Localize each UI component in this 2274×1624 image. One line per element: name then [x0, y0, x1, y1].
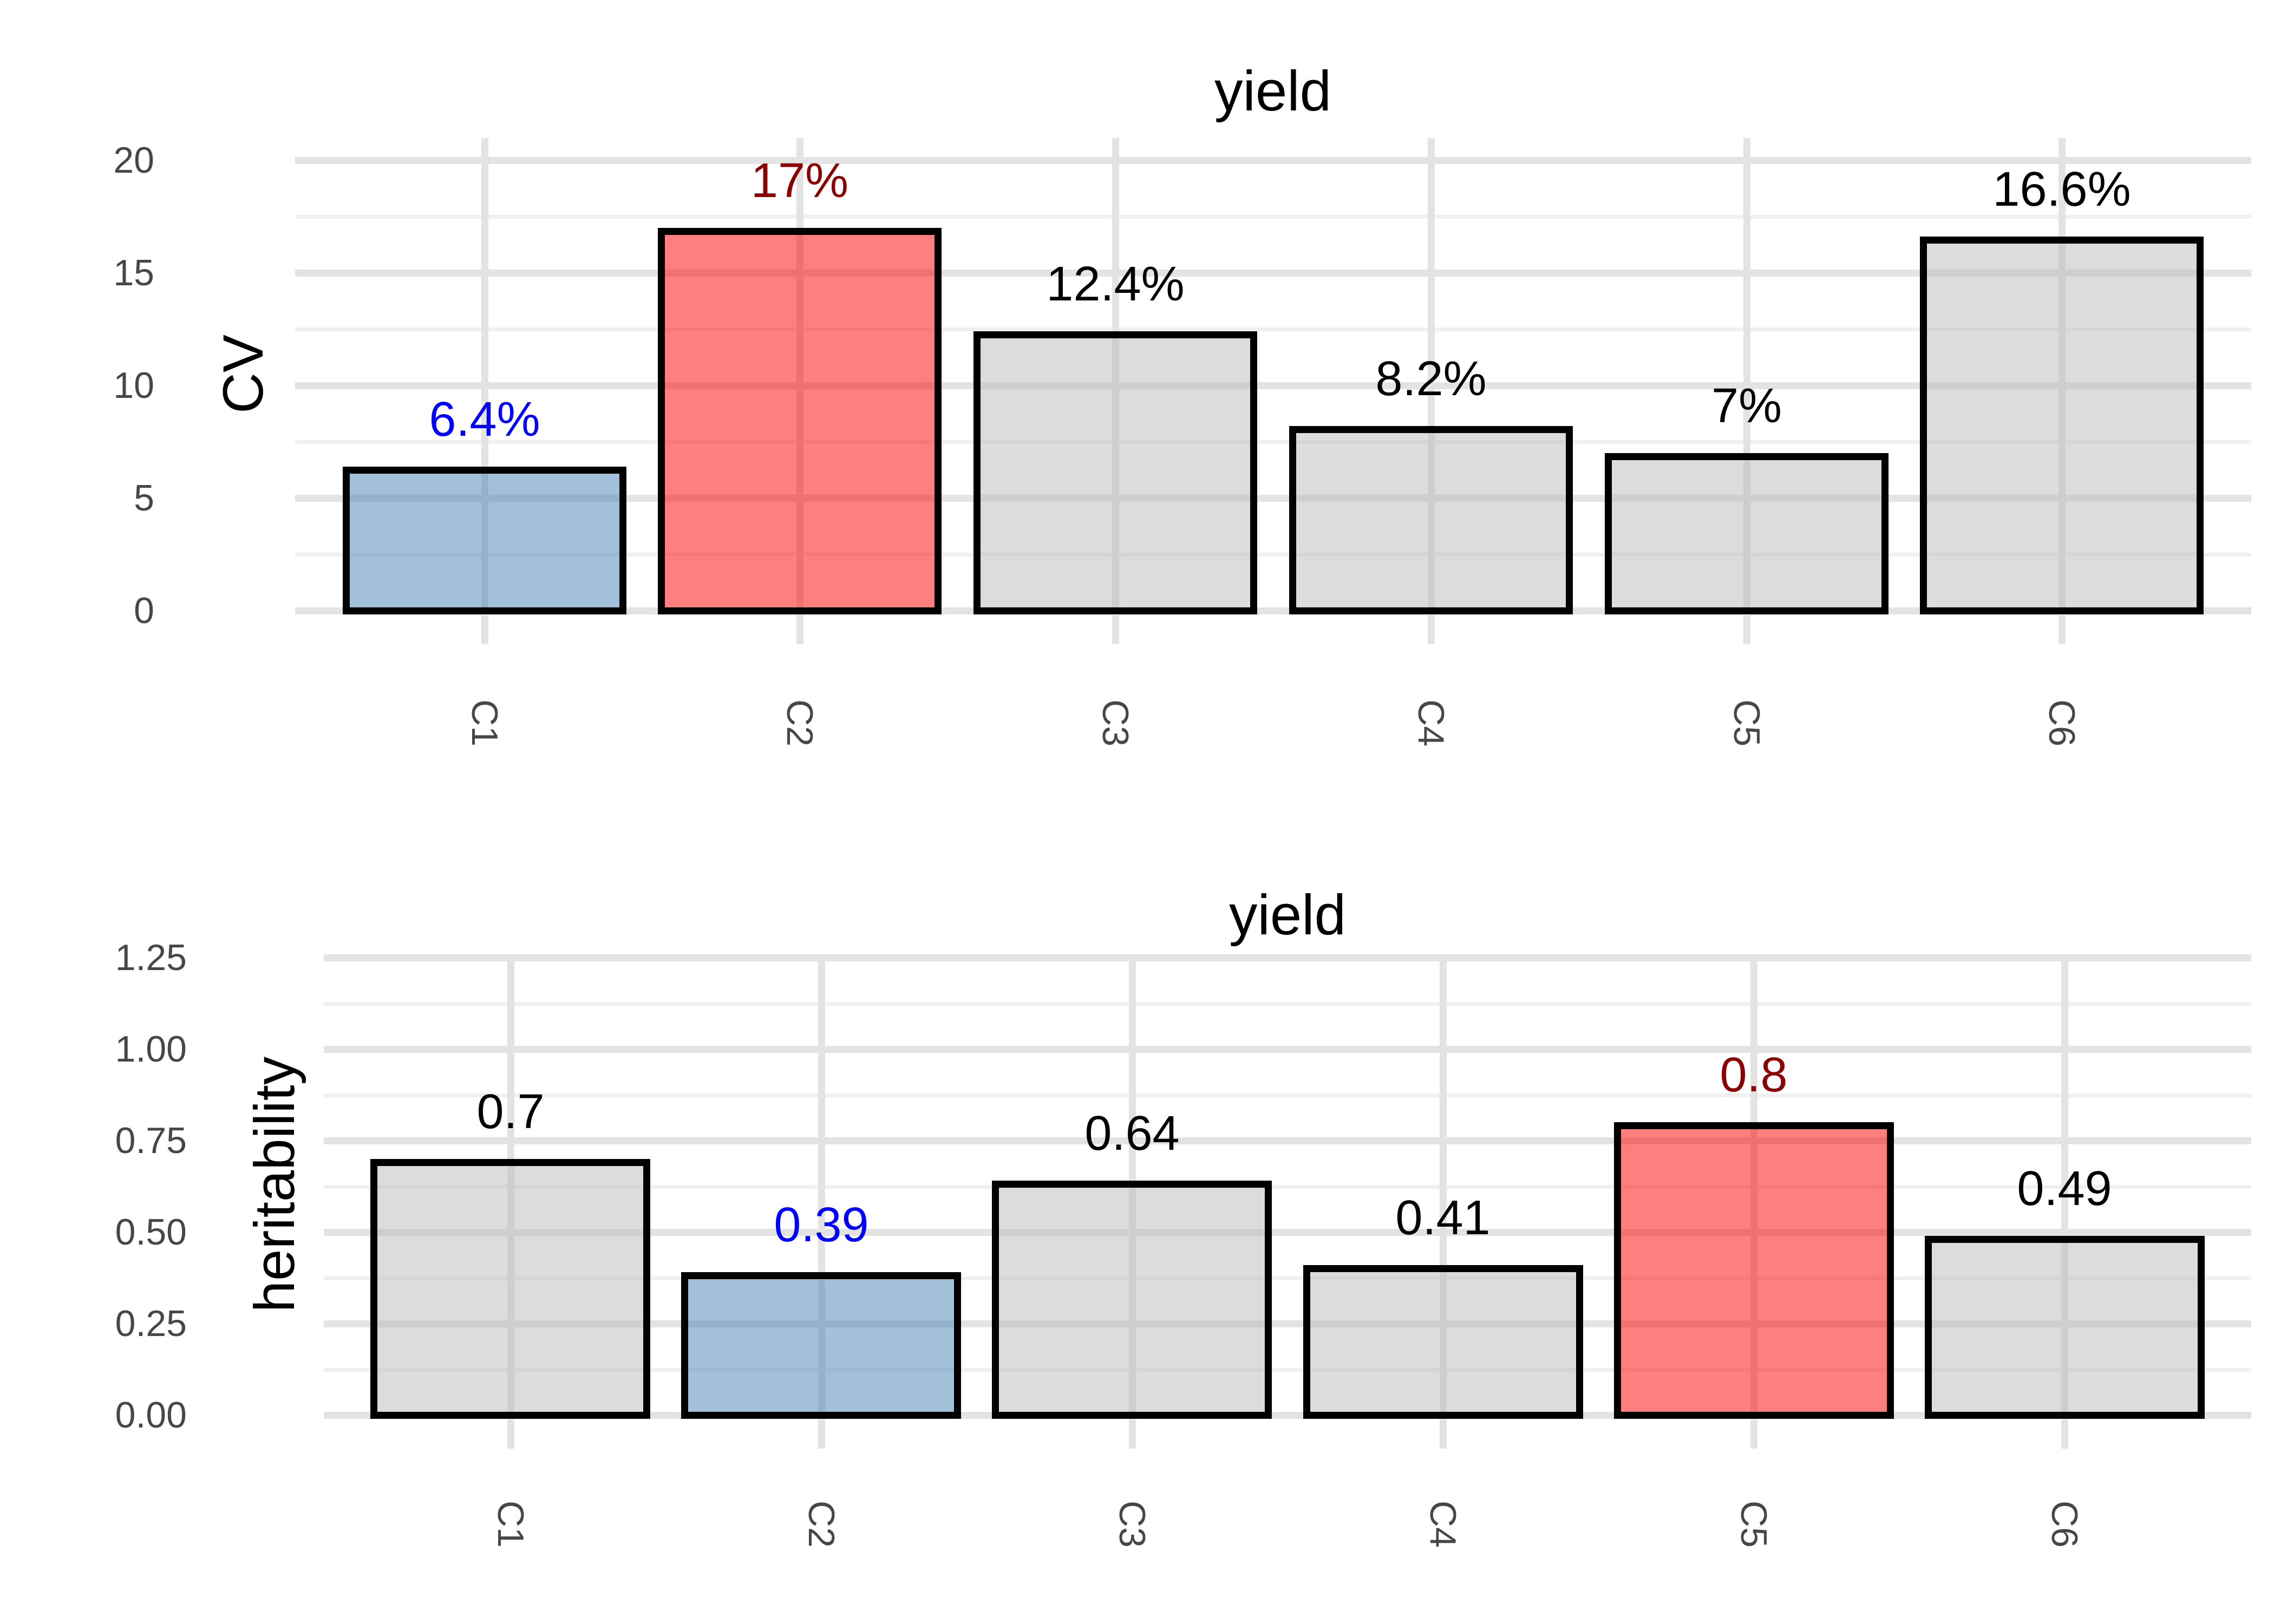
y-tick-label: 1.25 [115, 937, 187, 978]
y-tick-label: 0 [134, 590, 154, 631]
y-tick-label: 0.25 [115, 1303, 187, 1344]
grid-major-line [324, 1137, 2251, 1144]
chart2-title: yield [1229, 883, 1346, 947]
bar-c3 [992, 1181, 1272, 1419]
x-tick-label: C3 [1095, 699, 1136, 746]
grid-minor-line [324, 1184, 2251, 1189]
grid-minor-line [295, 440, 2251, 444]
grid-minor-line [324, 1093, 2251, 1097]
x-tick-label: C1 [490, 1501, 531, 1548]
x-tick-mark [2059, 615, 2066, 644]
chart1-title: yield [1214, 60, 1331, 123]
grid-major-line [324, 1046, 2251, 1053]
bar-value-label: 12.4% [1046, 257, 1185, 311]
y-tick-label: 15 [113, 252, 154, 293]
x-tick-mark [1750, 1419, 1757, 1449]
grid-major-line [295, 157, 2251, 164]
x-tick-label: C5 [1733, 1501, 1774, 1548]
y-tick-label: 0.00 [115, 1394, 187, 1436]
y-tick-label: 0.50 [115, 1212, 187, 1253]
bar-value-label: 16.6% [1992, 162, 2131, 217]
y-tick-label: 1.00 [115, 1029, 187, 1070]
bar-value-label: 0.39 [774, 1198, 869, 1252]
grid-minor-line [324, 1001, 2251, 1006]
bar-c1 [370, 1159, 650, 1419]
x-tick-mark [1428, 615, 1435, 644]
y-tick-label: 10 [113, 365, 154, 406]
x-tick-label: C1 [464, 699, 505, 746]
y-tick-label: 0.75 [115, 1120, 187, 1161]
x-tick-mark [818, 1419, 825, 1449]
x-tick-label: C2 [801, 1501, 842, 1548]
x-tick-label: C3 [1112, 1501, 1153, 1548]
x-tick-label: C2 [779, 699, 820, 746]
chart1-y-axis-title: CV [212, 335, 275, 414]
bar-value-label: 17% [750, 154, 849, 208]
x-tick-mark [1112, 615, 1119, 644]
x-tick-label: C6 [2044, 1501, 2085, 1548]
bar-c2 [658, 228, 942, 614]
bar-c4 [1289, 426, 1573, 614]
bar-value-label: 0.8 [1720, 1048, 1788, 1102]
bar-value-label: 7% [1711, 379, 1782, 433]
bar-c3 [973, 331, 1257, 614]
bar-c1 [343, 467, 626, 614]
x-tick-mark [2061, 1419, 2068, 1449]
bar-value-label: 6.4% [429, 392, 540, 447]
x-tick-label: C6 [2041, 699, 2082, 746]
x-tick-label: C5 [1726, 699, 1767, 746]
x-tick-mark [481, 615, 488, 644]
chart2-y-axis-title: heritability [243, 1056, 306, 1313]
bar-value-label: 8.2% [1375, 352, 1487, 406]
bar-c5 [1605, 453, 1889, 614]
x-tick-label: C4 [1422, 1501, 1463, 1548]
grid-minor-line [324, 1276, 2251, 1280]
y-tick-label: 20 [113, 140, 154, 181]
grid-minor-line [295, 553, 2251, 556]
bar-c6 [1920, 237, 2204, 614]
grid-minor-line [295, 215, 2251, 219]
bar-c2 [681, 1272, 961, 1419]
grid-minor-line [295, 328, 2251, 331]
x-tick-mark [1440, 1419, 1447, 1449]
x-tick-label: C4 [1410, 699, 1452, 746]
bar-value-label: 0.41 [1395, 1191, 1491, 1245]
bar-value-label: 0.7 [476, 1085, 545, 1139]
grid-major-line [324, 954, 2251, 961]
bar-c6 [1925, 1236, 2205, 1419]
grid-minor-line [324, 1367, 2251, 1372]
bar-value-label: 0.64 [1084, 1106, 1180, 1161]
x-tick-mark [1129, 1419, 1136, 1449]
bar-c5 [1614, 1122, 1894, 1419]
bar-value-label: 0.49 [2017, 1162, 2112, 1216]
y-tick-label: 5 [134, 477, 154, 519]
x-tick-mark [1743, 615, 1750, 644]
x-tick-mark [796, 615, 803, 644]
x-tick-mark [507, 1419, 514, 1449]
bar-c4 [1303, 1265, 1583, 1419]
